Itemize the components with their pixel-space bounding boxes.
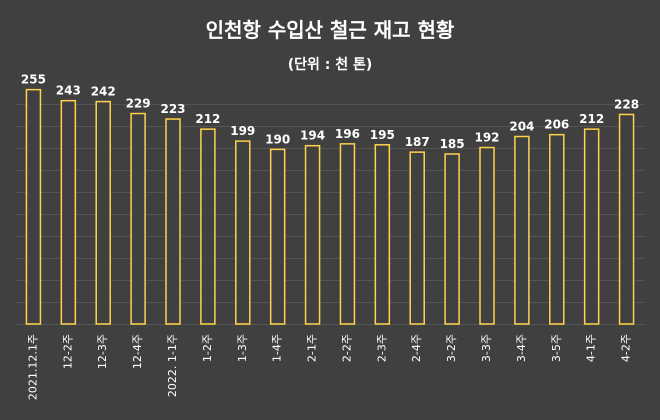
data-label-15: 206 [544,118,569,132]
chart-subtitle: (단위 : 천 톤) [287,57,373,73]
bar-3 [130,112,146,325]
data-label-16: 212 [579,112,604,126]
data-label-17: 228 [614,97,639,111]
data-label-11: 187 [405,135,430,149]
data-label-8: 194 [300,129,325,143]
x-tick-label-3: 12-4주 [131,334,144,369]
bar-2 [95,100,111,325]
x-tick-label-4: 2022. 1-1주 [166,334,179,397]
bar-6 [235,140,251,325]
x-tick-label-7: 1-4주 [271,334,284,362]
bar-0 [25,88,42,325]
bar-17 [618,113,635,325]
data-label-10: 195 [370,128,395,142]
data-label-0: 255 [21,73,46,87]
data-label-6: 199 [230,124,255,138]
bar-10 [374,144,391,325]
bar-4 [165,118,181,325]
data-label-3: 229 [126,97,151,111]
bar-16 [583,128,600,325]
data-label-9: 196 [335,127,360,141]
x-tick-label-6: 1-3주 [236,334,249,362]
data-label-13: 192 [474,131,499,145]
x-tick-label-13: 3-3주 [480,334,493,362]
bar-8 [304,144,321,325]
bar-7 [269,148,286,325]
x-tick-label-2: 12-3주 [96,334,109,369]
x-tick-label-16: 4-1주 [585,334,598,362]
x-tick-label-14: 3-4주 [515,334,528,362]
bar-9 [339,143,356,325]
x-tick-label-10: 2-3주 [375,334,388,362]
bar-15 [549,133,565,325]
bar-5 [200,128,216,325]
bar-14 [514,135,530,325]
data-labels: 255 243 242 229 223 212 199 190 194 196 195 187 185 1… [21,73,639,151]
x-tick-label-1: 12-2주 [61,334,74,369]
chart-title: 인천항 수입산 철근 재고 현황 [205,18,455,42]
bar-1 [60,99,77,325]
bar-12 [444,153,460,325]
x-tick-label-11: 2-4주 [410,334,423,362]
x-tick-label-17: 4-2주 [620,334,633,362]
bar-11 [409,151,425,325]
data-label-1: 243 [56,84,81,98]
gridlines [16,104,644,325]
x-tick-label-12: 3-2주 [445,334,458,362]
x-tick-label-8: 2-1주 [306,334,319,362]
data-label-7: 190 [265,132,290,146]
data-label-12: 185 [440,137,465,151]
x-tick-labels: 2021.12.1주 12-2주 12-3주 12-4주 2022. 1-1주 1-2주 1… [26,334,632,400]
data-label-14: 204 [509,120,534,134]
bars [25,88,635,325]
data-label-5: 212 [195,112,220,126]
data-label-2: 242 [91,85,116,99]
bar-13 [479,146,495,325]
x-tick-label-9: 2-2주 [340,334,353,362]
x-tick-label-15: 3-5주 [550,334,563,362]
data-label-4: 223 [160,102,185,116]
x-tick-label-0: 2021.12.1주 [26,334,39,400]
x-tick-label-5: 1-2주 [201,334,214,362]
